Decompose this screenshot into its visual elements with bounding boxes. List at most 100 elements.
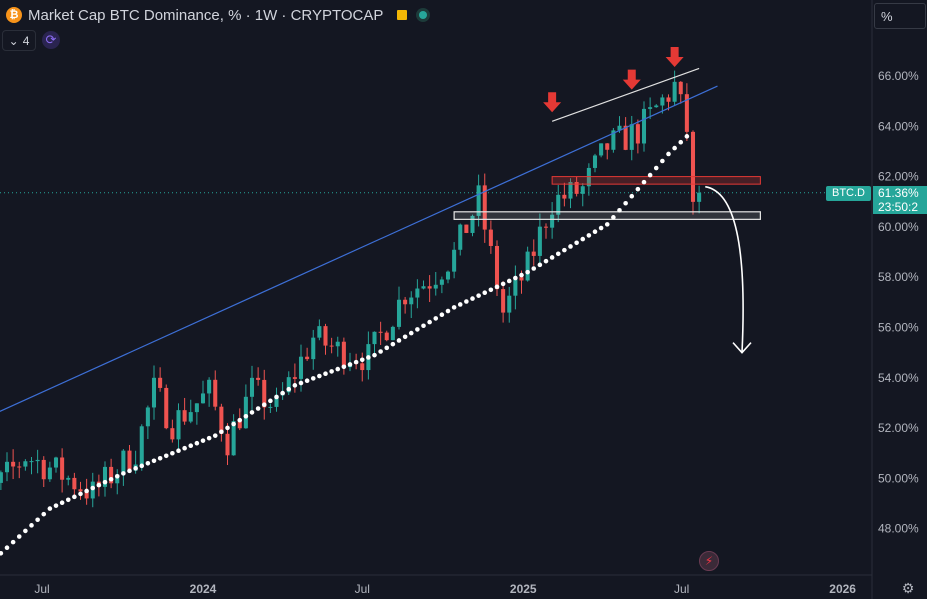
moving-average-dot [641, 179, 647, 185]
market-status-icon[interactable] [419, 11, 428, 19]
moving-average-dot [23, 528, 28, 534]
moving-average-dot [439, 312, 445, 318]
moving-average-dot [347, 362, 353, 367]
unit-label[interactable]: % [874, 3, 926, 29]
candle-body [421, 286, 426, 289]
candle-body [519, 277, 524, 281]
moving-average-dot [268, 398, 273, 404]
candle-body [151, 377, 157, 408]
candle-body [182, 410, 187, 422]
candle-body [684, 94, 689, 132]
moving-average-dot [237, 417, 243, 423]
candle-body [256, 377, 261, 380]
moving-average-dot [145, 461, 151, 466]
moving-average-dot [292, 383, 298, 388]
chevron-down-icon: ⌄ [8, 33, 19, 48]
candle-body [629, 124, 634, 150]
moving-average-dot [531, 266, 537, 271]
candle-body [537, 226, 542, 256]
x-tick-label: 2025 [510, 582, 537, 596]
moving-average-dot [78, 491, 83, 497]
moving-average-dot [16, 534, 22, 539]
moving-average-dot [102, 479, 108, 485]
candle-body [611, 130, 616, 150]
candle-body [47, 467, 52, 480]
candle-body [219, 406, 224, 434]
moving-average-dot [660, 158, 665, 164]
moving-average-dot [604, 222, 610, 227]
down-arrow-marker [622, 69, 641, 90]
candle-body [433, 284, 438, 289]
candle-body [237, 421, 242, 429]
y-tick-label: 56.00% [878, 321, 919, 335]
candle-body [29, 461, 34, 463]
moving-average-dot [59, 500, 65, 506]
flag-icon[interactable] [397, 10, 408, 20]
projection-arrow [705, 185, 744, 353]
candle-body [378, 331, 383, 333]
moving-average-dot [133, 466, 138, 471]
moving-average-dot [549, 255, 555, 260]
candle-body [427, 286, 432, 289]
down-arrow-marker [665, 46, 684, 67]
moving-average-dot [219, 429, 224, 435]
symbol-title[interactable]: Market Cap BTC Dominance, % · 1W · CRYPT… [28, 6, 384, 24]
candle-body [298, 356, 304, 379]
moving-average-dot [72, 494, 77, 500]
flash-icon[interactable]: ⚡ [699, 551, 719, 571]
moving-average-dot [598, 225, 604, 231]
candle-body [200, 393, 206, 404]
candle-body [672, 81, 677, 102]
candle-body [592, 155, 598, 168]
candle-body [207, 379, 212, 394]
down-arrow-marker [543, 92, 562, 113]
moving-average-dot [445, 308, 451, 314]
candle-body [525, 251, 530, 281]
moving-average-dot [53, 503, 59, 508]
moving-average-dot [341, 364, 347, 370]
moving-average-dot [427, 319, 432, 325]
candle-body [666, 97, 671, 102]
candle-body [194, 403, 199, 413]
moving-average-dot [41, 511, 47, 517]
candle-body [550, 214, 555, 228]
candle-body [60, 457, 65, 480]
moving-average-dot [108, 476, 114, 482]
chart-header: ₿ Market Cap BTC Dominance, % · 1W · CRY… [6, 4, 428, 26]
moving-average-dot [506, 278, 512, 284]
candle-body [390, 326, 395, 341]
candle-body [311, 337, 316, 360]
moving-average-dot [280, 390, 285, 396]
moving-average-dot [310, 376, 316, 381]
candle-body [690, 131, 696, 202]
projection-arrow-head [732, 342, 752, 354]
moving-average-dot [457, 302, 463, 307]
candle-body [305, 356, 310, 360]
bitcoin-icon[interactable]: ₿ [6, 7, 22, 23]
candle-body [11, 461, 16, 467]
moving-average-dot [592, 229, 598, 235]
moving-average-dot [519, 272, 524, 278]
moving-average-dot [231, 421, 236, 427]
candle-body [605, 143, 610, 150]
candle-body [556, 194, 561, 215]
moving-average-dot [500, 281, 506, 287]
indicators-collapse-button[interactable]: ⌄ 4 [2, 30, 36, 51]
candle-body [164, 387, 169, 429]
candle-body [286, 377, 291, 393]
y-tick-label: 58.00% [878, 270, 919, 284]
moving-average-dot [35, 517, 40, 523]
moving-average-dot [543, 258, 549, 264]
sync-icon[interactable]: ⟳ [42, 31, 60, 49]
moving-average-dot [464, 299, 469, 304]
moving-average-dot [482, 290, 488, 296]
candle-body [562, 194, 567, 199]
last-price-tag: 61.36% 23:50:2 [873, 186, 927, 214]
moving-average-dot [684, 134, 690, 139]
gear-icon[interactable]: ⚙ [901, 580, 915, 596]
candle-body [482, 185, 487, 230]
moving-average-dot [494, 284, 500, 290]
candle-body [176, 410, 181, 440]
